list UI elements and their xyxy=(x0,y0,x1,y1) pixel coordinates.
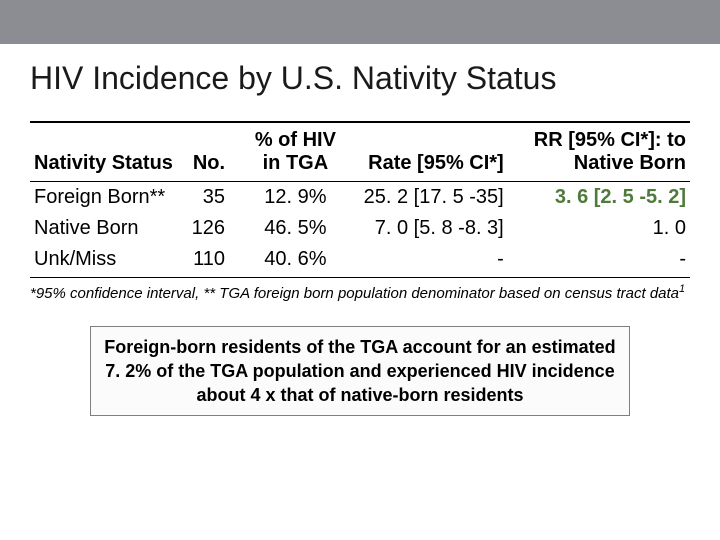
col-header-no: No. xyxy=(184,122,239,182)
cell-rr: - xyxy=(516,244,690,278)
cell-pct: 46. 5% xyxy=(239,213,352,244)
cell-nativity: Native Born xyxy=(30,213,184,244)
table-row: Foreign Born** 35 12. 9% 25. 2 [17. 5 -3… xyxy=(30,182,690,214)
header-row: Nativity Status No. % of HIVin TGA Rate … xyxy=(30,122,690,182)
cell-rr: 1. 0 xyxy=(516,213,690,244)
callout-box: Foreign-born residents of the TGA accoun… xyxy=(90,326,630,417)
cell-rate: 25. 2 [17. 5 -35] xyxy=(352,182,516,214)
cell-rate: - xyxy=(352,244,516,278)
cell-pct: 12. 9% xyxy=(239,182,352,214)
data-table: Nativity Status No. % of HIVin TGA Rate … xyxy=(30,121,690,278)
col-header-rr: RR [95% CI*]: toNative Born xyxy=(516,122,690,182)
cell-nativity: Foreign Born** xyxy=(30,182,184,214)
cell-no: 35 xyxy=(184,182,239,214)
col-header-pct: % of HIVin TGA xyxy=(239,122,352,182)
col-header-nativity: Nativity Status xyxy=(30,122,184,182)
cell-no: 110 xyxy=(184,244,239,278)
footnote-text: *95% confidence interval, ** TGA foreign… xyxy=(30,285,679,302)
page-title: HIV Incidence by U.S. Nativity Status xyxy=(0,44,720,121)
col-header-rate: Rate [95% CI*] xyxy=(352,122,516,182)
content-area: Nativity Status No. % of HIVin TGA Rate … xyxy=(0,121,720,416)
footnote-sup: 1 xyxy=(679,283,685,295)
cell-no: 126 xyxy=(184,213,239,244)
footnote: *95% confidence interval, ** TGA foreign… xyxy=(30,278,690,304)
cell-pct: 40. 6% xyxy=(239,244,352,278)
top-bar xyxy=(0,0,720,44)
cell-rate: 7. 0 [5. 8 -8. 3] xyxy=(352,213,516,244)
table-row: Native Born 126 46. 5% 7. 0 [5. 8 -8. 3]… xyxy=(30,213,690,244)
cell-nativity: Unk/Miss xyxy=(30,244,184,278)
cell-rr: 3. 6 [2. 5 -5. 2] xyxy=(516,182,690,214)
table-row: Unk/Miss 110 40. 6% - - xyxy=(30,244,690,278)
